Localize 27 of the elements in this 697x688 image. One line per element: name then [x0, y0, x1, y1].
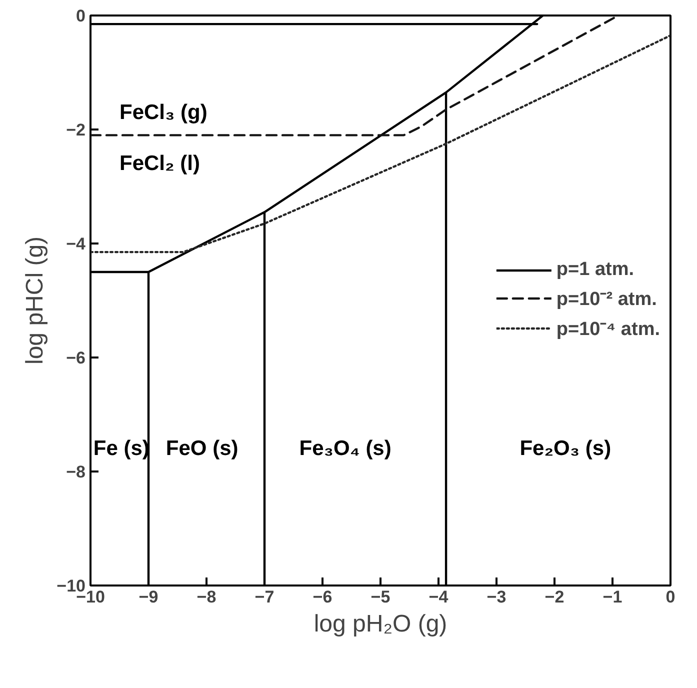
x-tick-label: −4 [428, 588, 449, 606]
annotation: Fe₃O₄ (s) [299, 437, 392, 460]
line-series [90, 34, 670, 254]
x-axis-title: log pH₂O (g) [314, 610, 448, 638]
annotation: FeCl₃ (g) [120, 100, 208, 124]
annotation: FeO (s) [166, 437, 238, 460]
y-tick-label: −4 [66, 234, 86, 254]
y-tick-label: 0 [76, 6, 86, 26]
x-tick-label: 0 [666, 588, 676, 606]
x-tick-label: −2 [544, 588, 564, 606]
x-tick-label: −7 [254, 588, 274, 606]
legend-label: p=10⁻⁴ atm. [556, 318, 660, 341]
legend-label: p=1 atm. [556, 259, 634, 281]
y-tick-label: −2 [66, 120, 86, 140]
x-tick-label: −1 [602, 588, 622, 606]
x-tick-label: −9 [138, 588, 158, 606]
annotation: Fe₂O₃ (s) [520, 437, 612, 460]
x-tick-label: −8 [196, 588, 216, 606]
legend-label: p=10⁻² atm. [556, 288, 657, 311]
y-tick-label: −8 [66, 462, 86, 482]
annotation: FeCl₂ (l) [120, 152, 200, 176]
y-tick-label: −6 [66, 348, 86, 368]
annotation: Fe (s) [93, 437, 150, 460]
x-tick-label: −3 [486, 588, 506, 606]
y-axis-title: log pHCl (g) [22, 236, 49, 365]
x-tick-label: −5 [370, 588, 390, 606]
x-tick-label: −6 [312, 588, 332, 606]
